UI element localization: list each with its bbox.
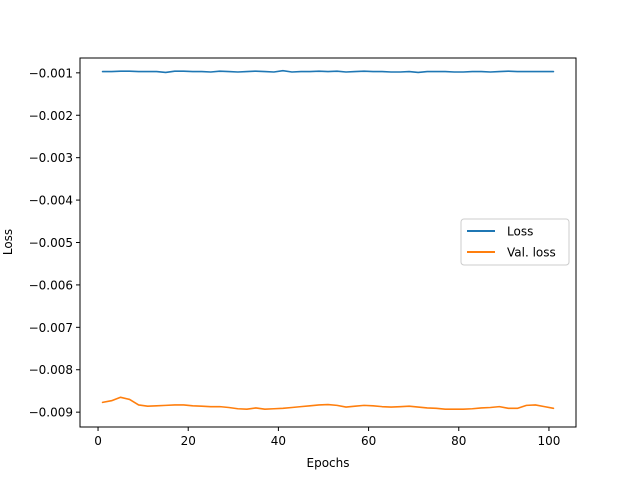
x-tick-label: 40: [271, 434, 286, 448]
x-tick-label: 20: [181, 434, 196, 448]
legend-label-val-loss: Val. loss: [507, 246, 556, 260]
y-tick-label: −0.001: [29, 66, 73, 80]
series-layer: [101, 69, 555, 410]
y-tick-label: −0.002: [29, 109, 73, 123]
y-tick-label: −0.005: [29, 236, 73, 250]
x-axis-label: Epochs: [307, 456, 350, 470]
x-tick-label: 80: [451, 434, 466, 448]
y-tick-label: −0.008: [29, 363, 73, 377]
x-tick-label: 60: [361, 434, 376, 448]
x-tick-label: 100: [537, 434, 560, 448]
x-axis: 0 20 40 60 80 100: [94, 427, 560, 448]
y-tick-label: −0.004: [29, 194, 73, 208]
legend-label-loss: Loss: [507, 225, 533, 239]
legend: Loss Val. loss: [460, 218, 570, 266]
y-axis-label: Loss: [1, 229, 15, 255]
series-line-val-loss: [101, 396, 555, 410]
y-tick-label: −0.009: [29, 406, 73, 420]
y-tick-label: −0.006: [29, 278, 73, 292]
y-tick-label: −0.007: [29, 321, 73, 335]
y-axis: −0.001 −0.002 −0.003 −0.004 −0.005 −0.006 −0.0…: [29, 66, 80, 420]
y-tick-label: −0.003: [29, 151, 73, 165]
x-tick-label: 0: [94, 434, 102, 448]
series-line-loss: [101, 69, 555, 74]
